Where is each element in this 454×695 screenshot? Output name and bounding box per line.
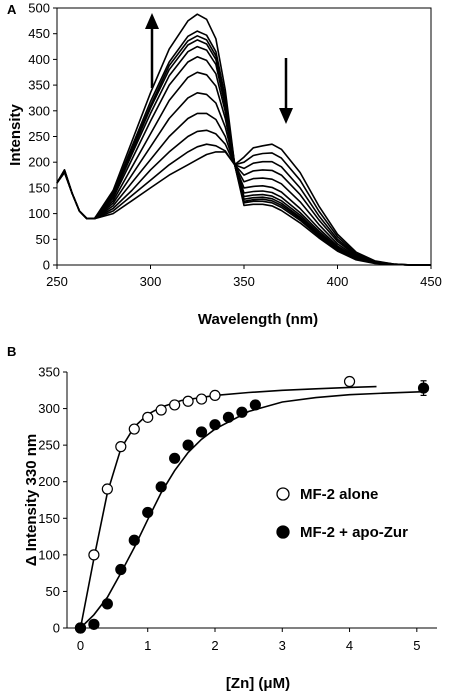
panel-b-point-mf2-alone	[115, 441, 127, 453]
panel-b-point-mf2-apo-zur	[417, 382, 430, 394]
panel-a-plot-frame	[56, 7, 432, 266]
panel-a-spectrum-11	[56, 30, 431, 266]
panel-b-point-mf2-alone	[182, 395, 194, 407]
panel-b-point-mf2-alone	[209, 389, 221, 402]
panel-b-axes: 0 50 100 150 200 250 300 350 0 1 2 3 4 5	[38, 365, 437, 653]
panel-a-spectrum-7	[56, 56, 431, 266]
panel-a-y-tick-label: 50	[36, 232, 50, 247]
panel-a-y-tick-label: 350	[28, 78, 50, 93]
panel-b-y-tick-label: 0	[53, 621, 60, 636]
panel-b-point-mf2-alone	[128, 423, 140, 435]
panel-a-y-tick-label: 150	[28, 180, 50, 195]
legend-marker-open	[276, 487, 290, 501]
panel-a-y-axis-title: Intensity	[7, 104, 24, 166]
panel-a-spectrum-10	[56, 35, 431, 266]
panel-b-y-tick-label: 100	[38, 547, 60, 562]
panel-a-y-tick-label: 100	[28, 206, 50, 221]
panel-b-x-axis-title: [Zn] (μM)	[226, 675, 290, 692]
panel-b-point-mf2-apo-zur	[115, 563, 127, 576]
panel-b-point-mf2-alone	[142, 411, 154, 423]
panel-b-point-mf2-apo-zur	[236, 406, 248, 418]
panel-a-y-tick-label: 400	[28, 52, 50, 67]
legend-label-mf2-alone: MF-2 alone	[300, 486, 378, 503]
panel-b-point-mf2-apo-zur	[128, 534, 140, 546]
panel-b-point-mf2-alone	[155, 404, 167, 416]
panel-b-y-axis-title: Δ Intensity 330 nm	[23, 434, 40, 567]
panel-b-point-mf2-apo-zur	[195, 426, 208, 438]
panel-b-x-tick-label: 2	[211, 638, 218, 653]
panel-a: A Intensity Wavelength (nm) 0 50 100 150 200…	[7, 1, 442, 329]
legend-label-mf2-apo-zur: MF-2 + apo-Zur	[300, 524, 408, 541]
legend-marker-filled	[276, 525, 290, 539]
panel-b-fit-curve-2	[79, 390, 424, 629]
panel-b-data-points	[74, 375, 430, 634]
panel-a-spectrum-12	[56, 13, 431, 266]
panel-a-series-group	[56, 13, 431, 266]
panel-a-spectrum-8	[56, 45, 431, 266]
panel-b-point-mf2-apo-zur	[249, 399, 261, 411]
panel-a-x-tick-label: 300	[140, 274, 162, 289]
panel-a-spectrum-5	[56, 92, 431, 266]
panel-b-y-tick-label: 350	[38, 365, 60, 380]
panel-a-x-tick-label: 450	[420, 274, 442, 289]
panel-b-y-tick-label: 200	[38, 474, 60, 489]
panel-b-x-tick-label: 4	[346, 638, 353, 653]
panel-b-fit-curves	[79, 385, 424, 629]
panel-b-point-mf2-alone	[101, 483, 113, 495]
panel-a-y-tick-label: 300	[28, 103, 50, 118]
panel-b-point-mf2-apo-zur	[155, 481, 167, 493]
panel-b-point-mf2-apo-zur	[101, 598, 113, 610]
panel-a-x-axis-title: Wavelength (nm)	[198, 311, 318, 328]
panel-a-increase-arrow	[145, 13, 159, 88]
panel-b-point-mf2-apo-zur	[88, 618, 100, 630]
panel-b-x-tick-label: 5	[413, 638, 420, 653]
panel-b-y-tick-label: 150	[38, 511, 60, 526]
panel-b-point-mf2-alone	[343, 375, 356, 388]
panel-b-point-mf2-apo-zur	[222, 411, 235, 423]
panel-b-point-mf2-alone	[195, 393, 208, 405]
panel-a-y-tick-label: 0	[43, 258, 50, 273]
panel-b-x-tick-label: 0	[77, 638, 84, 653]
panel-b-point-mf2-apo-zur	[142, 506, 154, 519]
panel-b-y-tick-label: 250	[38, 438, 60, 453]
panel-a-y-tick-label: 200	[28, 155, 50, 170]
panel-a-x-tick-label: 250	[46, 274, 68, 289]
panel-a-x-tick-label: 350	[233, 274, 255, 289]
panel-b-y-tick-label: 50	[46, 584, 60, 599]
panel-b-x-tick-label: 1	[144, 638, 151, 653]
panel-b-point-mf2-alone	[169, 399, 181, 411]
panel-b: B Δ Intensity 330 nm [Zn] (μM) 050100150…	[7, 344, 437, 692]
panel-a-label: A	[7, 2, 17, 17]
panel-a-x-tick-label: 400	[327, 274, 349, 289]
panel-b-point-mf2-alone	[88, 549, 100, 561]
panel-a-decrease-arrow	[279, 58, 293, 124]
panel-a-y-tick-label: 450	[28, 26, 50, 41]
panel-a-spectrum-9	[56, 39, 431, 266]
panel-a-y-tick-label: 500	[28, 1, 50, 16]
panel-b-legend: MF-2 alone MF-2 + apo-Zur	[276, 486, 408, 541]
panel-b-point-mf2-apo-zur	[209, 419, 221, 431]
panel-b-point-mf2-apo-zur	[169, 452, 181, 464]
panel-b-y-tick-label: 300	[38, 401, 60, 416]
panel-b-point-mf2-apo-zur	[182, 439, 194, 451]
panel-b-x-tick-label: 3	[279, 638, 286, 653]
panel-a-y-tick-label: 250	[28, 129, 50, 144]
panel-a-axes: 0 50 100 150 200 250 300 350 400 450 500 250 300 350 4…	[28, 1, 442, 290]
panel-b-label: B	[7, 344, 16, 359]
panel-b-point-mf2-apo-zur	[74, 622, 87, 634]
